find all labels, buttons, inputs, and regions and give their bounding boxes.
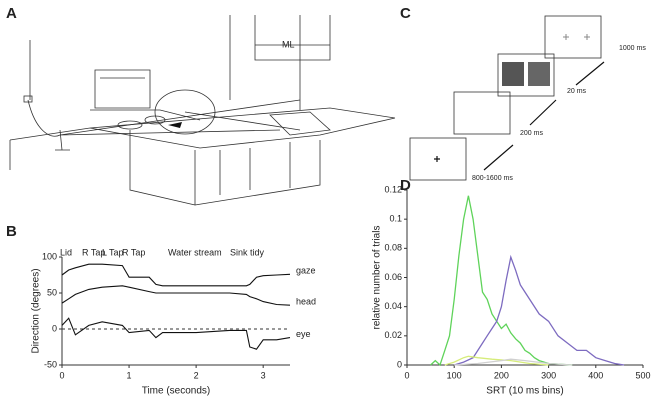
y-tick-label: 0.1 [389, 214, 402, 224]
y-tick-label: 0.02 [384, 330, 402, 340]
x-tick-label: 0 [404, 370, 409, 380]
x-tick-label: 500 [635, 370, 650, 380]
x-tick-label: 3 [261, 370, 266, 380]
series-label: eye [296, 329, 311, 339]
series-line [454, 358, 573, 366]
timing-label: 1000 ms [619, 45, 646, 52]
series-label: gaze [296, 266, 316, 276]
annotation: Water stream [168, 247, 222, 257]
panel-label: D [400, 177, 411, 194]
series-line [454, 254, 625, 366]
series-line [61, 317, 291, 350]
timing-label: 200 ms [520, 130, 543, 137]
annotation: R Tap [82, 247, 105, 257]
x-tick-label: 1 [127, 370, 132, 380]
timing-label: 800-1600 ms [472, 175, 513, 182]
annotation: Sink tidy [230, 247, 265, 257]
timing-label: 20 ms [567, 88, 587, 95]
y-tick-label: 0.06 [384, 272, 402, 282]
y-tick-label: 0 [397, 359, 402, 369]
annotation: L Tap [102, 247, 124, 257]
kitchen-drawing [9, 15, 396, 206]
series-line [430, 195, 573, 367]
series-label: head [296, 297, 316, 307]
y-tick-label: -50 [44, 359, 57, 369]
panel-label: C [400, 5, 411, 22]
y-tick-label: 0 [52, 323, 57, 333]
y-tick-label: 100 [42, 251, 57, 261]
x-tick-label: 2 [194, 370, 199, 380]
panel-label: A [6, 5, 17, 22]
series-line [444, 355, 549, 366]
y-tick-label: 0.08 [384, 243, 402, 253]
x-axis-label: Time (seconds) [142, 386, 211, 397]
ml-label: ML [282, 39, 295, 49]
y-tick-label: 0.04 [384, 301, 402, 311]
x-tick-label: 0 [59, 370, 64, 380]
y-axis-label: Direction (degrees) [31, 268, 42, 353]
y-axis-label: relative number of trials [372, 226, 383, 330]
x-axis-label: SRT (10 ms bins) [486, 386, 563, 397]
series-line [61, 285, 291, 306]
annotation: R Tap [122, 247, 145, 257]
arrow [168, 122, 182, 128]
trial-sequence [409, 15, 605, 181]
panel-label: B [6, 223, 17, 240]
y-tick-label: 50 [47, 287, 57, 297]
x-tick-label: 100 [447, 370, 462, 380]
annotation: Lid [60, 247, 72, 257]
y-tick-label: 0.12 [384, 184, 402, 194]
x-tick-label: 200 [494, 370, 509, 380]
x-tick-label: 300 [541, 370, 556, 380]
x-tick-label: 400 [588, 370, 603, 380]
series-line [61, 263, 291, 287]
